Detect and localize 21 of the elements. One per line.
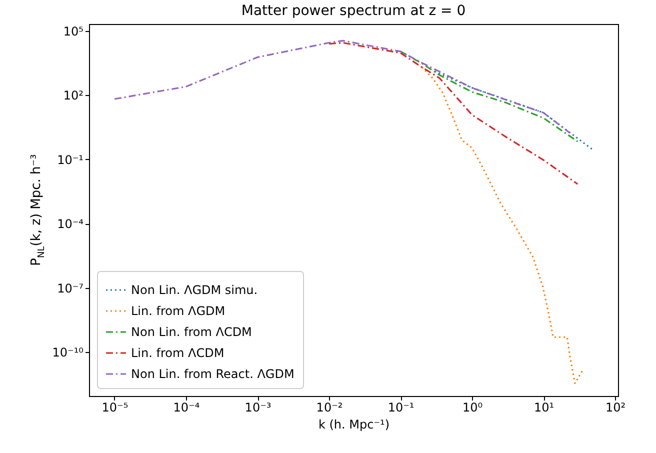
y-tick-label: 10⁻¹ <box>57 152 84 167</box>
legend-label: Non Lin. from ΛCDM <box>131 325 252 339</box>
legend-label: Lin. from ΛCDM <box>131 346 224 360</box>
x-tick-label: 10² <box>605 400 626 414</box>
x-tick-label: 10⁻² <box>316 400 343 414</box>
legend-label: Non Lin. ΛGDM simu. <box>131 283 258 297</box>
y-tick-label: 10⁻⁷ <box>57 281 84 296</box>
x-tick-label: 10⁻⁵ <box>102 400 128 414</box>
legend-label: Lin. from ΛGDM <box>131 304 226 318</box>
y-tick-label: 10⁵ <box>63 24 84 38</box>
legend-label: Non Lin. from React. ΛGDM <box>131 367 294 381</box>
x-tick-label: 10⁻¹ <box>388 400 414 414</box>
x-tick-label: 10⁰ <box>462 400 483 414</box>
y-tick-label: 10⁻¹⁰ <box>52 346 84 360</box>
x-axis-title: k (h. Mpc⁻¹) <box>318 418 390 432</box>
chart-title: Matter power spectrum at z = 0 <box>241 3 466 19</box>
x-tick-label: 10⁻⁴ <box>173 400 200 414</box>
y-tick-label: 10² <box>63 88 84 103</box>
x-tick-label: 10¹ <box>534 400 554 414</box>
x-tick-label: 10⁻³ <box>244 400 272 414</box>
y-tick-label: 10⁻⁴ <box>57 217 84 232</box>
